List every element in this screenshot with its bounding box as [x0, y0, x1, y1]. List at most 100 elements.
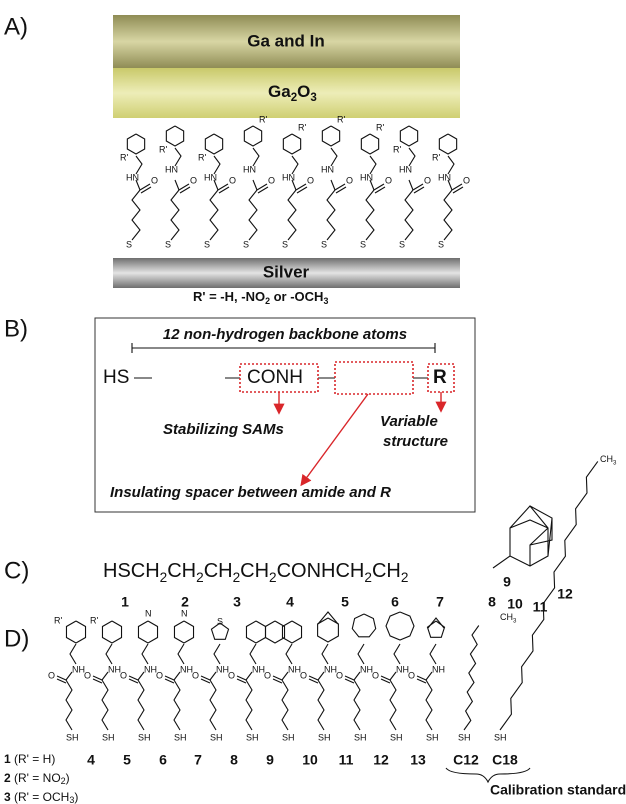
bond — [292, 156, 298, 174]
ring — [400, 126, 417, 146]
compound-number: 9 — [266, 752, 274, 768]
ring — [386, 612, 414, 640]
atom: HN — [282, 172, 295, 182]
atom: SH — [138, 732, 151, 742]
bond — [405, 190, 413, 240]
atom: R' — [376, 122, 384, 132]
annotation: Stabilizing SAMs — [163, 421, 284, 438]
atom: O — [84, 670, 91, 680]
formula-part: Ga — [268, 82, 291, 101]
atom: SH — [390, 732, 403, 742]
bond — [253, 148, 259, 166]
formula-part: CH — [372, 560, 401, 582]
bond — [409, 148, 415, 166]
bracket — [132, 343, 435, 353]
compound-number: C12 — [453, 752, 479, 768]
formula-part: CH — [240, 560, 269, 582]
bond — [409, 180, 413, 190]
atom: S — [282, 239, 288, 249]
position-number: 3 — [233, 594, 241, 610]
atom: HN — [126, 172, 139, 182]
layer-label: Silver — [263, 262, 310, 281]
bond — [132, 190, 140, 240]
ring — [205, 134, 222, 154]
atom: O — [300, 670, 307, 680]
ring — [361, 134, 378, 154]
atom: O — [48, 670, 55, 680]
atom: O — [156, 670, 163, 680]
compound-number: 6 — [159, 752, 167, 768]
atom: O — [336, 670, 343, 680]
bond — [250, 644, 256, 664]
formula-part: CH — [167, 560, 196, 582]
bond — [354, 680, 360, 730]
atom: SH — [458, 732, 471, 742]
formula-part: R — [433, 367, 447, 388]
bond — [136, 156, 142, 174]
bond — [246, 680, 252, 730]
bond — [370, 156, 376, 174]
atom: O — [463, 175, 470, 185]
bond — [428, 618, 444, 628]
atom: HN — [165, 164, 178, 174]
atom: R' — [159, 144, 167, 154]
panel-label: D) — [4, 625, 29, 652]
atom: O — [151, 175, 158, 185]
atom: O — [120, 670, 127, 680]
position-number: 9 — [503, 574, 511, 590]
legend-part: (R' = NO — [11, 771, 61, 785]
atom: O — [268, 175, 275, 185]
position-number: 4 — [286, 594, 294, 610]
compound-number: 8 — [230, 752, 238, 768]
formula: CH3 — [500, 612, 517, 624]
atom: HN — [243, 164, 256, 174]
ring — [166, 126, 183, 146]
page: A) Ga and In Silver B) 12 non-hydrogen b… — [0, 0, 626, 804]
formula-part: HS — [103, 367, 129, 388]
ring — [322, 126, 339, 146]
atom: SH — [426, 732, 439, 742]
compound-number: 13 — [410, 752, 426, 768]
ring — [174, 621, 193, 643]
atom: S — [438, 239, 444, 249]
formula-part: 2 — [233, 570, 241, 585]
compound-number: 4 — [87, 752, 95, 768]
ring — [66, 621, 85, 643]
adamantane — [493, 506, 552, 568]
atom: SH — [354, 732, 367, 742]
position-number: 10 — [507, 596, 523, 612]
bond — [174, 680, 180, 730]
formula-part: CONH — [247, 367, 303, 388]
atom: HN — [438, 172, 451, 182]
legend-entry: 2 (R' = NO2) — [4, 771, 70, 786]
bond — [366, 190, 374, 240]
atom: O — [424, 175, 431, 185]
ring — [282, 621, 301, 643]
bond — [175, 180, 179, 190]
atom: SH — [102, 732, 115, 742]
formula-part: 3 — [310, 92, 316, 104]
legend-entry: 3 (R' = OCH3) — [4, 790, 78, 804]
annotation: structure — [383, 433, 448, 450]
atom: S — [126, 239, 132, 249]
atom: S — [360, 239, 366, 249]
bond — [249, 190, 257, 240]
bond — [286, 644, 292, 664]
position-number: 8 — [488, 594, 496, 610]
bond — [214, 644, 220, 664]
ring — [439, 134, 456, 154]
atom: SH — [318, 732, 331, 742]
atom: S — [204, 239, 210, 249]
bond — [214, 156, 220, 174]
formula-part: CONHCH — [277, 560, 365, 582]
atom: SH — [66, 732, 79, 742]
atom: O — [385, 175, 392, 185]
bond — [282, 680, 288, 730]
formula-part: 2 — [401, 570, 409, 585]
bond — [448, 156, 454, 174]
compound-number: 5 — [123, 752, 131, 768]
atom: SH — [282, 732, 295, 742]
formula-part: CH — [204, 560, 233, 582]
atom: O — [190, 175, 197, 185]
backbone-caption: 12 non-hydrogen backbone atoms — [163, 326, 407, 343]
